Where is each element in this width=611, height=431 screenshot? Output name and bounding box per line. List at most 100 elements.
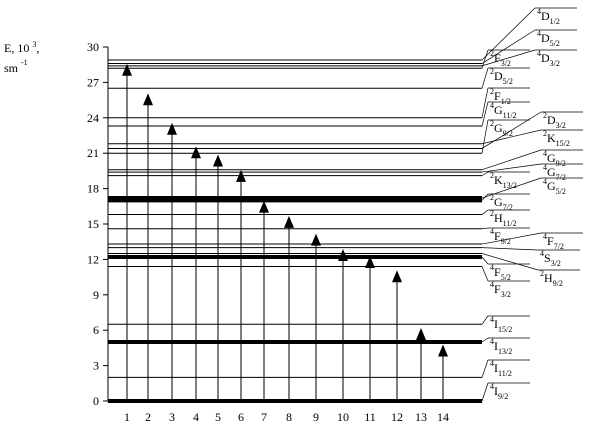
leader-line: [481, 149, 542, 171]
level-label: 4F7/2: [543, 232, 564, 251]
y-tick-label: 9: [93, 288, 99, 302]
multiplicity: 2: [490, 87, 494, 96]
term-j: 3/2: [551, 259, 561, 268]
term-letter: I: [494, 317, 498, 331]
leader-line: [481, 315, 489, 325]
term-letter: I: [494, 339, 498, 353]
transition-label: 12: [391, 410, 403, 424]
term-letter: F: [494, 89, 501, 103]
multiplicity: 4: [490, 263, 494, 272]
level-label: 4I9/2: [490, 382, 508, 401]
transition-label: 8: [286, 410, 292, 424]
term-letter: G: [547, 179, 556, 193]
arrow-head: [167, 122, 177, 135]
term-letter: F: [494, 51, 501, 65]
term-j: 13/2: [498, 347, 512, 356]
multiplicity: 4: [543, 177, 547, 186]
transition-label: 5: [215, 410, 221, 424]
transition-label: 3: [169, 410, 175, 424]
level-label: 4F3/2: [490, 280, 511, 299]
unit-exp: -1: [21, 58, 28, 67]
term-j: 15/2: [498, 325, 512, 334]
leader-line: [481, 7, 536, 61]
y-tick-label: 21: [87, 146, 99, 160]
y-axis-label: E, 10 3,: [4, 40, 39, 55]
multiplicity: 4: [490, 227, 494, 236]
multiplicity: 4: [543, 232, 547, 241]
multiplicity: 4: [537, 7, 541, 16]
multiplicity: 4: [543, 163, 547, 172]
term-letter: H: [544, 271, 553, 285]
term-j: 5/2: [556, 187, 566, 196]
term-j: 9/2: [498, 392, 508, 401]
term-letter: D: [494, 69, 503, 83]
term-j: 9/2: [503, 129, 513, 138]
arrow-head: [122, 63, 132, 76]
transition-label: 6: [238, 410, 244, 424]
leader-line: [481, 111, 542, 149]
level-label: 4F9/2: [490, 227, 511, 246]
level-label: 2D3/2: [543, 111, 566, 130]
arrow-head: [311, 233, 321, 246]
level-label: 4G7/2: [543, 163, 566, 182]
level-label: 2D5/2: [490, 67, 513, 86]
leader-line: [481, 337, 489, 343]
multiplicity: 4: [490, 101, 494, 110]
multiplicity: 2: [543, 111, 547, 120]
leader-line: [481, 227, 489, 230]
multiplicity: 4: [490, 359, 494, 368]
leader-line: [481, 29, 536, 64]
term-j: 9/2: [553, 279, 563, 288]
leader-line: [481, 382, 489, 402]
arrow-head: [213, 154, 223, 167]
term-letter: K: [547, 131, 556, 145]
multiplicity: 2: [490, 49, 494, 58]
term-j: 13/2: [503, 181, 517, 190]
term-j: 3/2: [556, 121, 566, 130]
arrow-head: [284, 215, 294, 228]
arrow-head: [259, 200, 269, 213]
level-label: 4D5/2: [537, 29, 560, 48]
term-letter: I: [494, 361, 498, 375]
term-j: 3/2: [501, 290, 511, 299]
y-tick-label: 24: [87, 111, 99, 125]
label-part: ,: [36, 41, 39, 55]
y-tick-label: 6: [93, 323, 99, 337]
term-j: 11/2: [498, 369, 512, 378]
term-j: 7/2: [503, 203, 513, 212]
term-j: 9/2: [556, 159, 566, 168]
y-tick-label: 30: [87, 40, 99, 54]
term-j: 15/2: [556, 139, 570, 148]
multiplicity: 4: [490, 337, 494, 346]
multiplicity: 4: [490, 382, 494, 391]
level-label: 4I13/2: [490, 337, 512, 356]
y-tick-label: 27: [87, 75, 99, 89]
term-letter: G: [547, 165, 556, 179]
term-j: 3/2: [501, 59, 511, 68]
term-j: 3/2: [550, 59, 560, 68]
term-letter: F: [547, 234, 554, 248]
level-label: 2F3/2: [490, 49, 511, 68]
arrow-head: [236, 169, 246, 182]
label-part: E, 10: [4, 41, 29, 55]
multiplicity: 2: [490, 193, 494, 202]
term-letter: G: [494, 121, 503, 135]
term-j: 5/2: [501, 273, 511, 282]
arrow-head: [438, 344, 448, 357]
level-label: 4G11/2: [490, 101, 517, 120]
level-label: 4S3/2: [540, 249, 561, 268]
level-label: 4G9/2: [543, 149, 566, 168]
level-label: 2H9/2: [540, 269, 563, 288]
level-label: 4D3/2: [537, 49, 560, 68]
y-tick-label: 18: [87, 182, 99, 196]
term-letter: G: [547, 151, 556, 165]
term-letter: H: [494, 211, 503, 225]
multiplicity: 2: [490, 171, 494, 180]
term-j: 7/2: [556, 173, 566, 182]
level-label: 2F1/2: [490, 87, 511, 106]
leader-line: [481, 266, 489, 282]
transition-label: 10: [337, 410, 349, 424]
term-j: 1/2: [501, 97, 511, 106]
transition-label: 2: [145, 410, 151, 424]
